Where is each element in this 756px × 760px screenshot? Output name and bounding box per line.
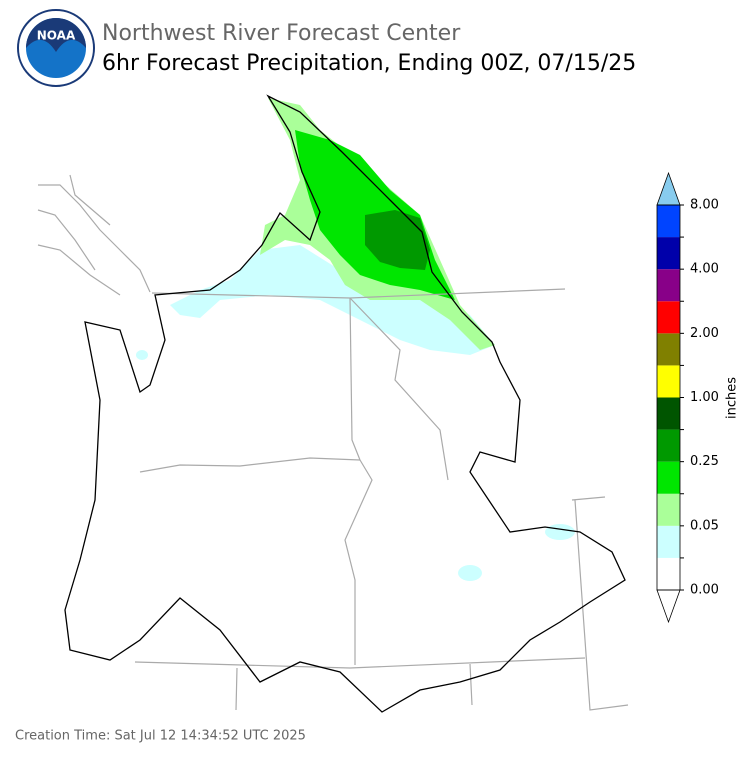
subtitle: 6hr Forecast Precipitation, Ending 00Z, …: [102, 51, 636, 76]
colorbar-tick-label: 0.05: [690, 518, 719, 533]
colorbar-tick-label: 1.00: [690, 390, 719, 405]
colorbar-label: inches: [725, 377, 740, 419]
colorbar-bin: [657, 205, 680, 238]
colorbar-over: [656, 171, 681, 206]
wy-border: [571, 496, 629, 711]
colorbar-bin: [657, 365, 680, 398]
colorbar-tick-label: 0.00: [690, 583, 719, 598]
colorbar-bin: [657, 493, 680, 526]
logo-top: [26, 18, 86, 52]
colorbar-bin: [657, 237, 680, 270]
coastline: [37, 174, 151, 296]
state-lines: [235, 663, 473, 711]
colorbar-tick-label: 8.00: [690, 198, 719, 213]
borders: [37, 174, 629, 711]
colorbar-under: [656, 589, 681, 624]
noaa-logo: NOAA: [17, 9, 95, 87]
basin-outline: [64, 94, 626, 713]
colorbar-bin: [657, 397, 680, 430]
precipitation: [136, 98, 575, 581]
colorbar-bin: [657, 269, 680, 302]
colorbar: 0.00 0.05 0.25 1.00 2.00 4.00 8.00: [656, 171, 719, 624]
creation-time: Creation Time: Sat Jul 12 14:34:52 UTC 2…: [15, 729, 306, 744]
colorbar-bin: [657, 557, 680, 590]
colorbar-bin: [657, 461, 680, 494]
precip-spot: [136, 350, 148, 360]
colorbar-tick-label: 4.00: [690, 262, 719, 277]
precip-spot: [545, 524, 575, 540]
south-border: [134, 657, 586, 669]
colorbar-tick-label: 0.25: [690, 454, 719, 469]
or-id-border: [344, 459, 373, 665]
colorbar-bin: [657, 525, 680, 558]
wa-or-border: [139, 457, 361, 473]
id-mt-border: [349, 297, 449, 481]
colorbar-bin: [657, 429, 680, 462]
precip-spot: [458, 565, 482, 581]
colorbar-tick-label: 2.00: [690, 326, 719, 341]
precip-trace: [170, 245, 495, 355]
precip-heavy: [365, 210, 430, 270]
colorbar-bin: [657, 333, 680, 366]
colorbar-bin: [657, 301, 680, 334]
wa-id-border: [349, 297, 361, 461]
title: Northwest River Forecast Center: [102, 21, 461, 46]
logo-text: NOAA: [37, 29, 76, 43]
